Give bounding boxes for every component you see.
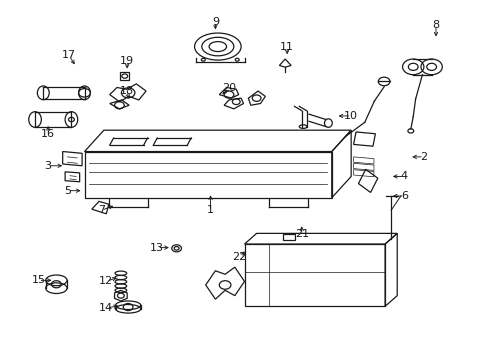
- Text: 20: 20: [222, 83, 236, 93]
- Bar: [120, 72, 129, 80]
- Text: 9: 9: [211, 17, 219, 27]
- Text: 22: 22: [232, 252, 246, 261]
- Text: 13: 13: [150, 243, 164, 253]
- Text: 17: 17: [62, 50, 76, 60]
- Text: 16: 16: [41, 129, 55, 139]
- Text: 2: 2: [420, 152, 427, 162]
- Text: 4: 4: [400, 171, 407, 181]
- Text: 18: 18: [120, 86, 134, 96]
- Text: 10: 10: [344, 111, 357, 121]
- Text: 19: 19: [120, 56, 134, 66]
- Bar: [283, 234, 295, 240]
- Text: 8: 8: [431, 20, 439, 30]
- Text: 21: 21: [294, 229, 308, 239]
- Text: 3: 3: [44, 161, 52, 171]
- Text: 15: 15: [31, 275, 45, 285]
- Text: 5: 5: [64, 186, 71, 196]
- Text: 6: 6: [400, 191, 407, 201]
- Text: 14: 14: [99, 303, 113, 313]
- Text: 1: 1: [206, 205, 214, 215]
- Text: 12: 12: [99, 276, 113, 287]
- Text: 11: 11: [280, 41, 294, 51]
- Text: 7: 7: [98, 205, 105, 215]
